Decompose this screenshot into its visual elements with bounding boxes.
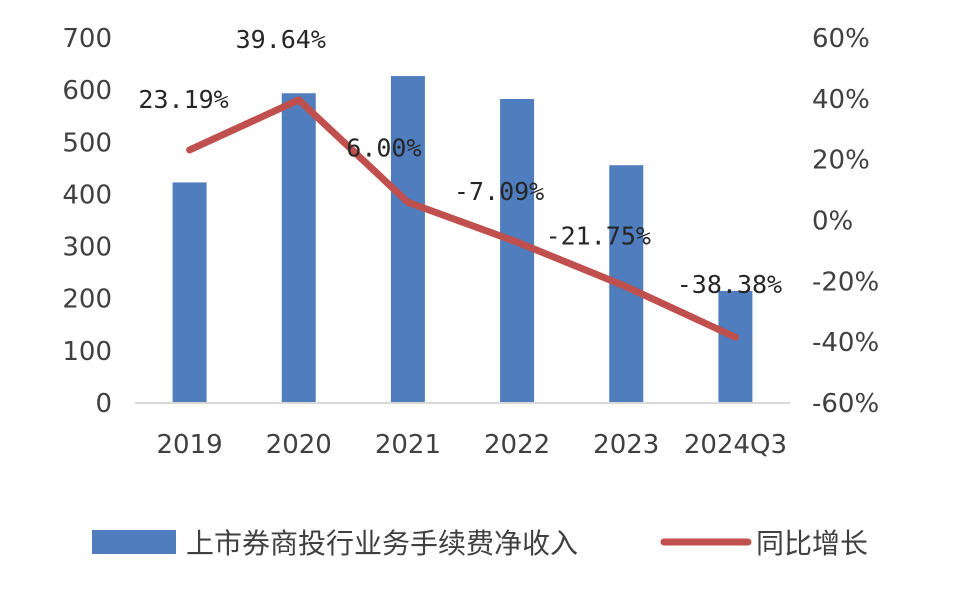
axis-layer: 0 100 200 300 400 500 600 700 -60% -40% -20% 0% 20% 4… (62, 24, 879, 460)
y-left-tick-label: 100 (62, 337, 112, 367)
y-left-tick-label: 0 (95, 389, 112, 419)
y-left-tick-label: 400 (62, 180, 112, 210)
y-left-tick-label: 500 (62, 128, 112, 158)
bar-2022 (500, 99, 535, 403)
x-tick-label: 2020 (266, 430, 332, 460)
growth-line (186, 96, 739, 341)
y-right-tick-label: 0% (812, 207, 853, 237)
bar-2021 (390, 76, 425, 404)
labels-layer: 23.19% 39.64% 6.00% -7.09%-21.75% -38.38% (138, 25, 782, 299)
y-right-tick-label: 20% (812, 146, 870, 176)
y-right-tick-label: 60% (812, 24, 870, 54)
legend-line-label: 同比增长 (756, 527, 868, 560)
growth-data-label: 6.00% (346, 133, 421, 162)
y-left-tick-label: 600 (62, 76, 112, 106)
y-left-tick-label: 700 (62, 24, 112, 54)
growth-data-label: 23.19% (138, 85, 228, 114)
y-right-tick-label: -60% (812, 389, 879, 419)
legend-bar-swatch (92, 530, 176, 554)
legend-bar-label: 上市券商投行业务手续费净收入 (186, 527, 578, 560)
bar-2020 (281, 93, 316, 404)
x-tick-label: 2019 (156, 430, 222, 460)
x-tick-label: 2022 (484, 430, 550, 460)
growth-data-label: -21.75% (546, 222, 651, 251)
bars-layer (172, 76, 753, 404)
growth-data-label: 39.64% (236, 25, 326, 54)
growth-data-label: -7.09% (454, 177, 544, 206)
y-right-tick-label: -40% (812, 328, 879, 358)
x-tick-label: 2024Q3 (684, 430, 787, 460)
line-layer (186, 96, 739, 341)
growth-data-label: -38.38% (677, 270, 782, 299)
legend: 上市券商投行业务手续费净收入 同比增长 (92, 527, 868, 560)
bar-2019 (172, 182, 207, 403)
x-tick-label: 2023 (593, 430, 659, 460)
y-left-tick-label: 300 (62, 233, 112, 263)
x-tick-label: 2021 (375, 430, 441, 460)
y-right-tick-label: 40% (812, 85, 870, 115)
y-left-tick-label: 200 (62, 285, 112, 315)
bar-2024Q3 (718, 290, 753, 403)
y-right-tick-label: -20% (812, 267, 879, 297)
